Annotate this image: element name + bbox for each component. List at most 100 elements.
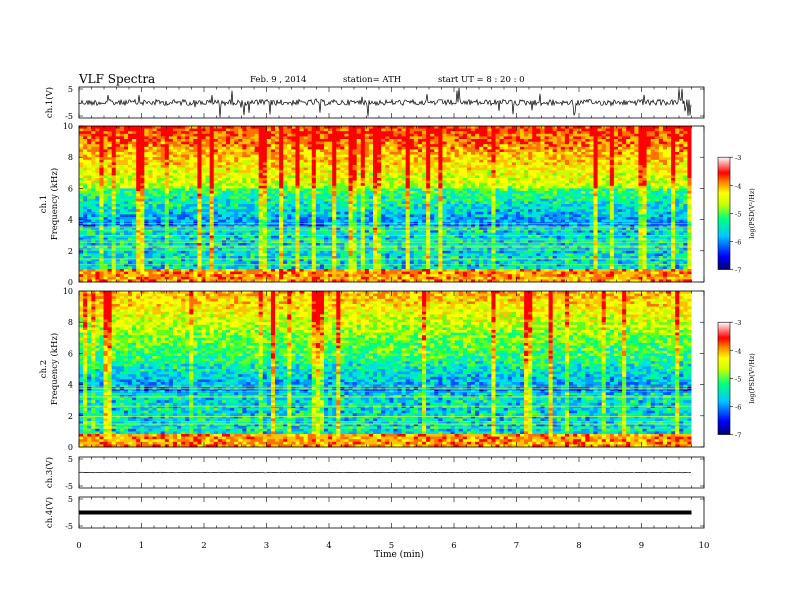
spectrogram-cell: [79, 131, 84, 135]
spectrogram-cell: [177, 144, 182, 148]
spectrogram-cell: [168, 185, 174, 189]
spectrogram-cell: [177, 146, 182, 150]
spectrogram-cell: [507, 165, 513, 168]
spectrogram-cell: [426, 196, 431, 200]
spectrogram-cell: [197, 193, 202, 197]
spectrogram-cell: [573, 193, 578, 197]
spectrogram-cell: [630, 170, 635, 174]
spectrogram-cell: [189, 196, 194, 200]
spectrogram-cell: [262, 175, 268, 179]
spectrogram-cell: [315, 152, 321, 155]
spectrogram-cell: [662, 183, 668, 187]
spectrogram-cell: [295, 209, 300, 213]
spectrogram-cell: [148, 206, 153, 210]
spectrogram-cell: [111, 206, 117, 210]
spectrogram-cell: [409, 196, 415, 200]
spectrogram-cell: [397, 183, 402, 187]
spectrogram-cell: [226, 180, 231, 184]
spectrogram-cell: [299, 146, 304, 150]
spectrogram-cell: [193, 185, 198, 189]
spectrogram-cell: [283, 139, 288, 142]
spectrogram-cell: [389, 170, 394, 174]
spectrogram-cell: [103, 172, 108, 176]
spectrogram-cell: [234, 206, 239, 210]
spectrogram-cell: [373, 193, 378, 197]
spectrogram-cell: [311, 188, 317, 192]
spectrogram-cell: [540, 157, 545, 161]
spectrogram-cell: [491, 139, 496, 142]
spectrogram-cell: [246, 198, 251, 202]
spectrogram-cell: [295, 196, 300, 200]
spectrogram-cell: [160, 204, 166, 207]
spectrogram-cell: [495, 139, 500, 142]
spectrogram-cell: [564, 162, 570, 166]
spectrogram-cell: [140, 188, 145, 192]
spectrogram-cell: [654, 204, 660, 207]
spectrogram-cell: [287, 191, 292, 194]
spectrogram-cell: [160, 141, 166, 145]
spectrogram-cell: [679, 152, 684, 155]
spectrogram-cell: [291, 167, 296, 171]
spectrogram-cell: [483, 149, 488, 153]
spectrogram-cell: [258, 146, 264, 150]
spectrogram-cell: [409, 175, 415, 179]
spectrogram-cell: [250, 144, 255, 148]
spectrogram-cell: [487, 149, 492, 153]
spectrogram-cell: [417, 144, 423, 148]
spectrogram-cell: [622, 149, 627, 153]
spectrogram-cell: [622, 191, 627, 194]
spectrogram-cell: [217, 180, 223, 184]
spectrogram-cell: [548, 180, 554, 184]
spectrogram-cell: [283, 185, 288, 189]
spectrogram-cell: [581, 149, 586, 153]
spectrogram-cell: [185, 139, 190, 142]
spectrogram-cell: [340, 198, 345, 202]
spectrogram-cell: [471, 196, 476, 200]
spectrogram-cell: [279, 141, 284, 145]
spectrogram-cell: [556, 157, 562, 161]
spectrogram-cell: [111, 149, 117, 153]
spectrogram-cell: [422, 131, 427, 135]
spectrogram-cell: [246, 133, 251, 137]
spectrogram-cell: [662, 133, 668, 137]
spectrogram-cell: [426, 198, 431, 202]
spectrogram-cell: [552, 198, 558, 202]
spectrogram-cell: [79, 191, 84, 194]
spectrogram-cell: [177, 183, 182, 187]
spectrogram-cell: [262, 139, 268, 142]
spectrogram-cell: [226, 154, 231, 158]
spectrogram-cell: [356, 133, 362, 137]
spectrogram-cell: [520, 165, 525, 168]
spectrogram-cell: [144, 196, 149, 200]
spectrogram-cell: [654, 193, 660, 197]
spectrogram-cell: [201, 178, 206, 181]
spectrogram-cell: [132, 162, 137, 166]
spectrogram-cell: [642, 201, 647, 205]
spectrogram-cell: [189, 183, 194, 187]
spectrogram-cell: [319, 201, 325, 205]
spectrogram-cell: [83, 172, 88, 176]
spectrogram-cell: [217, 159, 223, 163]
spectrogram-cell: [356, 170, 362, 174]
spectrogram-cell: [254, 126, 260, 129]
spectrogram-cell: [230, 204, 235, 207]
spectrogram-cell: [601, 162, 607, 166]
spectrogram-cell: [642, 154, 647, 158]
spectrogram-cell: [540, 128, 545, 132]
spectrogram-cell: [405, 188, 411, 192]
spectrogram-cell: [340, 126, 345, 129]
spectrogram-cell: [270, 162, 276, 166]
spectrogram-cell: [687, 149, 692, 153]
spectrogram-cell: [683, 188, 688, 192]
spectrogram-cell: [136, 131, 141, 135]
spectrogram-cell: [128, 126, 133, 129]
spectrogram-cell: [401, 201, 407, 205]
spectrogram-cell: [622, 131, 627, 135]
spectrogram-cell: [87, 128, 92, 132]
spectrogram-cell: [352, 131, 358, 135]
spectrogram-cell: [217, 131, 223, 135]
spectrogram-cell: [299, 198, 304, 202]
spectrogram-cell: [634, 162, 639, 166]
spectrogram-cell: [605, 146, 611, 150]
spectrogram-cell: [385, 152, 390, 155]
